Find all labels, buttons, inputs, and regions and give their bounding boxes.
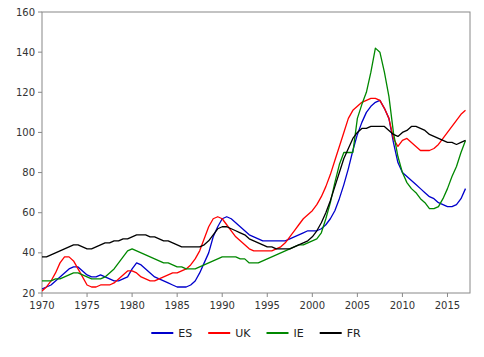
x-tick [87, 293, 88, 297]
x-tick-label: 1985 [164, 300, 189, 311]
legend-item: UK [208, 327, 251, 340]
x-tick-label: 2015 [435, 300, 460, 311]
legend-swatch [151, 332, 173, 334]
y-tick-label: 40 [22, 247, 35, 258]
y-tick-label: 120 [16, 87, 35, 98]
legend-item: FR [320, 327, 361, 340]
legend-swatch [267, 332, 289, 334]
plot-frame [42, 12, 470, 293]
x-tick [132, 293, 133, 297]
y-axis: 20 40 60 80 100 120 140 160 [16, 7, 42, 299]
y-tick [38, 212, 42, 213]
legend-swatch [320, 332, 342, 334]
y-tick [38, 132, 42, 133]
x-tick-label: 1975 [74, 300, 99, 311]
series-line [42, 48, 465, 281]
y-tick [38, 92, 42, 93]
series-line [42, 100, 465, 289]
legend-label: IE [294, 327, 304, 340]
x-tick [447, 293, 448, 297]
x-tick [402, 293, 403, 297]
x-tick-label: 2010 [390, 300, 415, 311]
legend-label: ES [178, 327, 192, 340]
x-tick-label: 1970 [29, 300, 54, 311]
legend-label: FR [347, 327, 361, 340]
series-group [42, 48, 465, 291]
x-tick [222, 293, 223, 297]
legend-item: ES [151, 327, 192, 340]
y-tick [38, 252, 42, 253]
y-tick-label: 140 [16, 47, 35, 58]
x-tick-label: 1980 [119, 300, 144, 311]
legend-item: IE [267, 327, 304, 340]
x-tick [177, 293, 178, 297]
series-line [42, 126, 465, 256]
y-tick [38, 293, 42, 294]
x-tick-label: 2005 [345, 300, 370, 311]
x-tick [42, 293, 43, 297]
legend: ES UK IE FR [151, 327, 361, 340]
legend-label: UK [235, 327, 251, 340]
x-tick [357, 293, 358, 297]
y-tick [38, 172, 42, 173]
x-tick-label: 1995 [255, 300, 280, 311]
y-tick [38, 12, 42, 13]
x-tick-label: 2000 [300, 300, 325, 311]
series-line [42, 98, 465, 291]
x-tick [312, 293, 313, 297]
chart: 1970 1975 1980 1985 1990 1995 2000 2005 2010 2015… [0, 0, 484, 357]
y-tick-label: 160 [16, 7, 35, 18]
y-tick-label: 100 [16, 127, 35, 138]
y-tick-label: 80 [22, 167, 35, 178]
y-tick-label: 60 [22, 207, 35, 218]
legend-swatch [208, 332, 230, 334]
y-tick-label: 20 [22, 288, 35, 299]
x-axis: 1970 1975 1980 1985 1990 1995 2000 2005 2010 2015 [29, 293, 460, 311]
x-tick-label: 1990 [209, 300, 234, 311]
y-tick [38, 52, 42, 53]
x-tick [267, 293, 268, 297]
